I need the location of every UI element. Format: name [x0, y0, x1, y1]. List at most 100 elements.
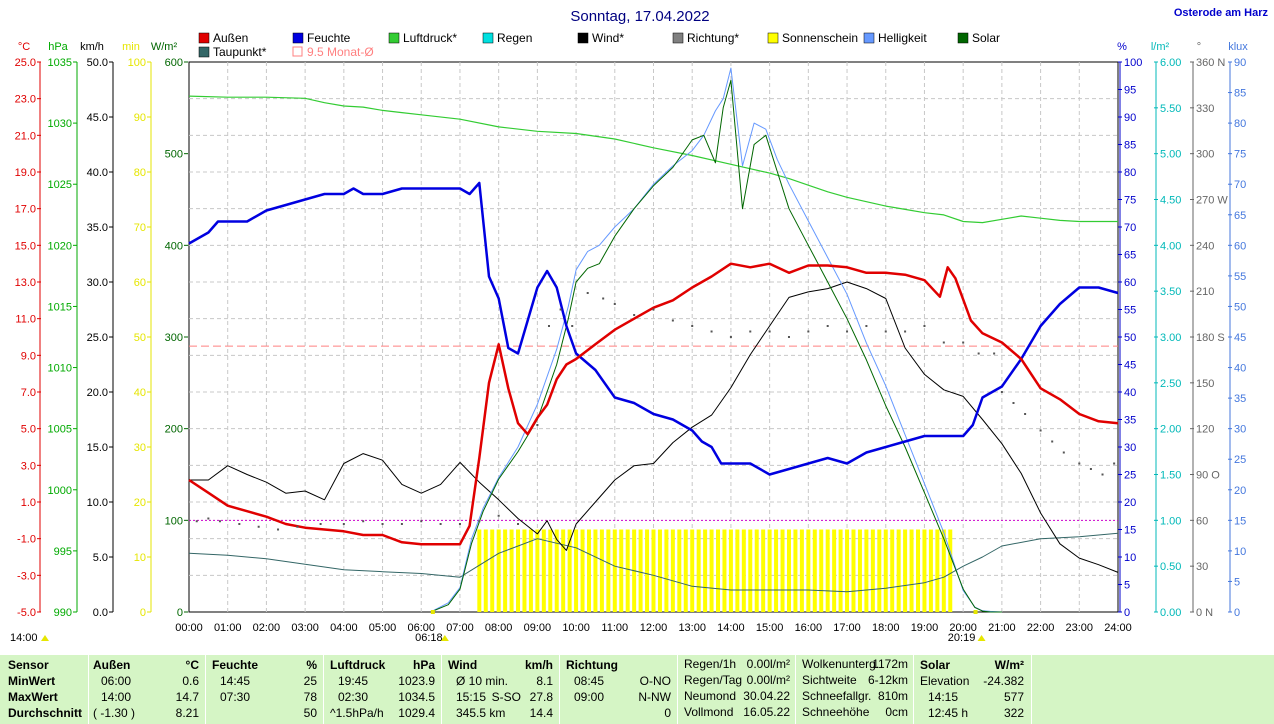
aussen-avg-value: 8.21	[175, 706, 199, 720]
dir-axis-tick: 300	[1196, 149, 1214, 161]
x-tick-label: 12:00	[640, 622, 668, 634]
series-line-auen	[188, 262, 1119, 546]
sunshine-bar	[928, 529, 933, 612]
rain-axis-tick: 1.50	[1160, 470, 1181, 482]
direction-dot	[710, 330, 713, 333]
sun-marker-icon	[41, 635, 49, 641]
temp-axis-tick: 17.0	[15, 204, 36, 216]
luftdruck-max-value: 1034.5	[398, 690, 435, 704]
feuchte-min-time: 14:45	[220, 674, 251, 688]
solar-axis-tick: 300	[165, 332, 183, 344]
elevation-value: -24.382	[983, 674, 1024, 688]
richtung-column: Richtung 08:45 O-NO 09:00 N-NW 0	[566, 657, 671, 721]
hum-axis-tick: 10	[1124, 552, 1136, 564]
sunshine-bar	[567, 529, 572, 612]
sunshine-bar	[922, 529, 927, 612]
x-tick-label: 04:00	[330, 622, 358, 634]
direction-dot	[826, 325, 829, 327]
direction-dot	[1051, 440, 1054, 443]
x-tick-label: 07:00	[446, 622, 474, 634]
wolken-column: Wolkenunterg. 1172m Sichtweite 6-12km Schn…	[802, 656, 908, 720]
sunshine-bar	[690, 529, 695, 612]
temp-axis-tick: 15.0	[15, 240, 36, 252]
wind-axis-tick: 15.0	[87, 442, 108, 454]
x-tick-label: 03:00	[291, 622, 319, 634]
sun-axis-tick: 30	[134, 442, 146, 454]
direction-dot	[571, 325, 574, 327]
temp-axis-tick: 3.0	[21, 460, 36, 472]
sunshine-bar	[709, 529, 714, 612]
rain-axis-tick: 4.00	[1160, 240, 1181, 252]
press-axis-tick: 990	[54, 607, 72, 619]
x-tick-label: 05:00	[369, 622, 397, 634]
sunshine-bar	[728, 529, 733, 612]
x-tick-label: 13:00	[678, 622, 706, 634]
direction-dot	[633, 314, 636, 316]
temp-axis-tick: 11.0	[15, 314, 36, 326]
sunshine-bar	[638, 529, 643, 612]
sunshine-bar	[483, 529, 488, 612]
solar-column: Solar W/m² Elevation -24.382 14:15 577 12:4…	[920, 657, 1024, 721]
direction-dot	[458, 523, 461, 525]
sunrise-label: 06:18	[415, 632, 443, 644]
sunshine-bar	[767, 529, 772, 612]
axes: 25.0 23.0 21.0 19.0 17.0 15.0 13.0 11.0 9.0 7.0 5.…	[15, 41, 1249, 619]
sunshine-bar	[496, 529, 501, 612]
direction-dot	[749, 330, 752, 333]
hum-unit-label: %	[1117, 41, 1127, 53]
press-axis-tick: 995	[54, 546, 72, 558]
sunshine-bars	[477, 529, 953, 612]
direction-dot	[787, 336, 790, 338]
x-tick-label: 24:00	[1104, 622, 1132, 634]
wind-column: Wind km/h Ø 10 min. 8.1 15:15 S-SO 27.8 345.…	[448, 657, 553, 721]
wind-unit-label: km/h	[80, 41, 104, 53]
rain-axis-tick: 6.00	[1160, 57, 1181, 69]
vollmond-value: 16.05.22	[743, 705, 790, 719]
lux-unit-label: klux	[1228, 41, 1248, 53]
chart-title: Sonntag, 17.04.2022	[570, 8, 709, 25]
luftdruck-column: Luftdruck hPa 19:45 1023.9 02:30 1034.5 ^1.…	[330, 657, 435, 721]
wind-axis-tick: 0.0	[93, 607, 108, 619]
direction-dot	[277, 528, 280, 531]
x-tick-label: 19:00	[911, 622, 939, 634]
direction-dot	[478, 520, 481, 523]
luftdruck-unit: hPa	[412, 658, 435, 672]
sun-axis-tick: 10	[134, 552, 146, 564]
hum-axis-tick: 15	[1124, 525, 1136, 537]
legend-swatch	[198, 32, 210, 44]
aussen-max-time: 14:00	[101, 690, 132, 704]
direction-dot	[420, 520, 423, 523]
x-tick-label: 17:00	[833, 622, 861, 634]
sichtweite-label: Sichtweite	[802, 673, 857, 687]
sunshine-bar	[825, 529, 830, 612]
solar-axis-tick: 400	[165, 240, 183, 252]
dir-axis-tick: 30	[1196, 561, 1208, 573]
schneehoehe-label: Schneehöhe	[802, 705, 870, 719]
direction-dot	[807, 330, 810, 333]
legend-swatch	[577, 32, 589, 44]
legend-entry: Sonnenschein	[782, 31, 858, 45]
direction-dot	[1012, 402, 1015, 404]
richtung-min-time: 08:45	[574, 674, 605, 688]
wind-axis-tick: 45.0	[87, 112, 108, 124]
temp-axis-tick: 5.0	[21, 424, 36, 436]
sunshine-bar	[935, 529, 940, 612]
aussen-column: Außen °C 06:00 0.6 14:00 14.7 ( -1.30 ) 8.21	[93, 657, 199, 721]
legend-swatch	[957, 32, 969, 44]
sunshine-bar	[780, 529, 785, 612]
hum-axis-tick: 55	[1124, 305, 1136, 317]
direction-dot	[1089, 468, 1092, 470]
solar-axis-tick: 0	[177, 607, 183, 619]
sunshine-bar	[793, 529, 798, 612]
temp-axis-tick: 7.0	[21, 387, 36, 399]
sunrise-axis-marker	[430, 610, 435, 614]
rain-axis-tick: 2.00	[1160, 424, 1181, 436]
direction-dot	[547, 325, 550, 327]
direction-dot	[652, 308, 655, 311]
solar-max-value: 577	[1003, 690, 1024, 704]
sunshine-bar	[883, 529, 888, 612]
sunshine-bar	[657, 529, 662, 612]
feuchte-max-time: 07:30	[220, 690, 251, 704]
sunshine-bar	[528, 529, 533, 612]
